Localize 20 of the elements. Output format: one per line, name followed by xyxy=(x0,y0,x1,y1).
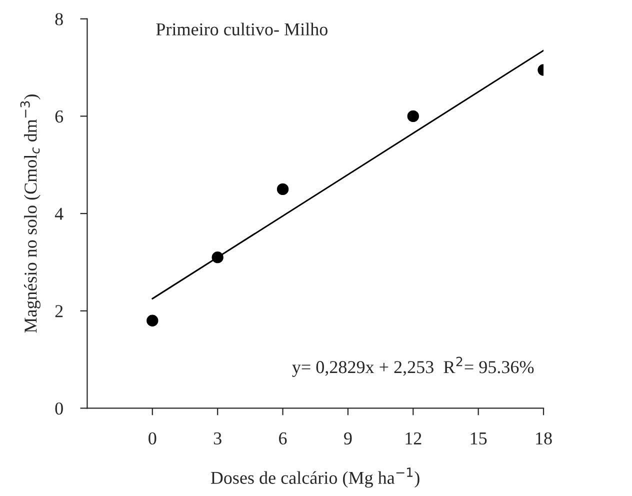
x-tick-label: 0 xyxy=(148,432,156,445)
y-tick-label: 4 xyxy=(54,208,64,220)
x-tick-label: 3 xyxy=(214,432,222,445)
y-tick-label: 2 xyxy=(55,305,63,318)
x-tick-label: 12 xyxy=(406,432,422,444)
x-tick-label: 6 xyxy=(279,432,287,445)
y-tick-label: 0 xyxy=(55,402,63,415)
point xyxy=(212,251,224,264)
x-tick-label: 15 xyxy=(470,432,487,445)
x-tick-label: 18 xyxy=(536,432,552,445)
annotation: y= 0,2829x + 2,253 R$^{2}$= 95.36% xyxy=(292,356,534,377)
point xyxy=(407,110,419,122)
x-axis-title: Doses de calcário (Mg ha$^{−1}$) xyxy=(210,468,420,488)
x-tick-label: 9 xyxy=(344,432,352,445)
y-tick-label: 8 xyxy=(55,13,63,26)
y-axis-title: Magnésio no solo (Cmol$_{c}$ dm$^{−3}$) xyxy=(20,94,40,333)
y-tick-label: 6 xyxy=(55,110,64,123)
chart-title: Primeiro cultivo- Milho xyxy=(156,22,328,36)
point xyxy=(146,314,158,326)
point xyxy=(276,183,289,196)
